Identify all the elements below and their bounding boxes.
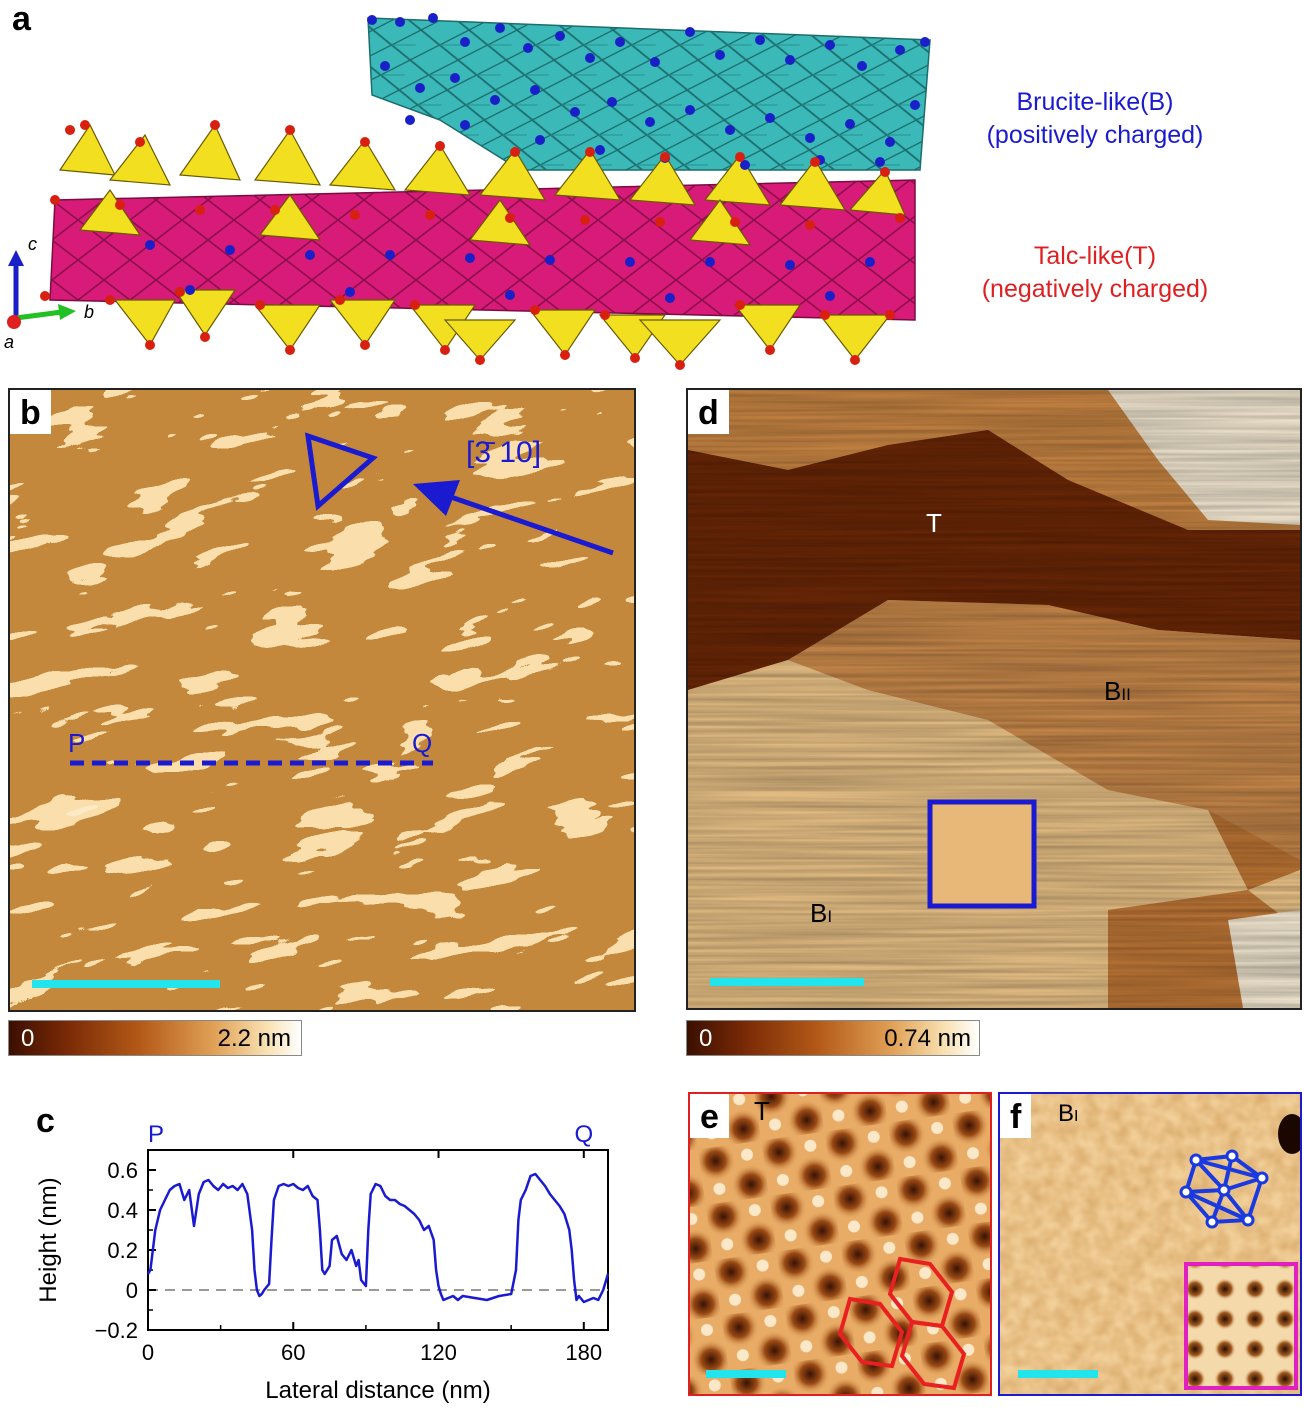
axis-c-label: c: [28, 234, 37, 254]
chart-point-p-label: P: [148, 1121, 164, 1148]
panel-b-afm-image: [8, 388, 636, 1012]
brucite-layer: [367, 17, 931, 171]
talc-lower-tetrahedra: [113, 289, 892, 366]
panel-e-afm-image: [688, 1092, 992, 1396]
x-tick-label: 0: [142, 1340, 154, 1365]
panel-f-afm-image: [998, 1092, 1302, 1396]
panel-b-letter: b: [10, 390, 51, 434]
crystal-axes: [7, 250, 76, 329]
point-q-label: Q: [412, 728, 433, 758]
y-axis-label: Height (nm): [35, 1177, 62, 1302]
panel-f-scalebar: [1018, 1370, 1098, 1378]
panel-f-label-subscript: I: [1074, 1108, 1079, 1125]
talc-octahedral-atoms: [145, 240, 875, 303]
region-t-label: T: [926, 508, 942, 538]
panel-d-colorbar: 0 0.74 nm: [686, 1020, 980, 1056]
talc-sublabel: (negatively charged): [981, 275, 1209, 303]
brucite-sublabel: (positively charged): [986, 121, 1204, 149]
y-tick-label: −0.2: [95, 1318, 138, 1343]
y-tick-label: 0.4: [107, 1198, 138, 1223]
panel-d-inset-box: [927, 799, 1037, 909]
panel-e-lattice: [690, 1094, 990, 1394]
panel-b-colorbar: 0 2.2 nm: [8, 1020, 302, 1056]
axis-b-label: b: [84, 302, 94, 322]
direction-label: [3̄ 10]: [466, 436, 542, 469]
colorbar-d-min: 0: [699, 1025, 713, 1052]
region-bi-label: BI: [810, 898, 832, 929]
region-bii-label: BII: [1104, 676, 1131, 707]
x-tick-label: 180: [565, 1340, 602, 1365]
panel-b-scalebar: [32, 980, 220, 988]
y-tick-label: 0: [126, 1278, 138, 1303]
region-bii-letter: B: [1104, 676, 1122, 706]
talc-label: Talc-like(T): [1033, 242, 1157, 270]
panel-d-topography: [688, 390, 1300, 1008]
panel-b-topography: [10, 390, 634, 1010]
panel-e-letter: e: [690, 1094, 729, 1138]
hexagonal-unit-atoms: [1179, 1149, 1269, 1229]
talc-atoms: [40, 120, 905, 370]
panel-b-overlay: [70, 432, 614, 766]
brucite-label-block: Brucite-like(B) (positively charged): [950, 86, 1240, 152]
talc-upper-tetrahedra: [58, 123, 906, 246]
axis-a-label: a: [4, 332, 14, 352]
direction-arrow: [447, 493, 614, 556]
panel-d-scalebar: [710, 978, 864, 986]
plot-frame: [147, 1149, 609, 1331]
profile-line-series: [146, 1172, 610, 1304]
panel-d-afm-image: [686, 388, 1302, 1010]
panel-d-letter: d: [688, 390, 729, 434]
region-bii-subscript: II: [1121, 685, 1131, 704]
panel-f-letter: f: [1000, 1094, 1032, 1138]
talc-octahedral-layer: [49, 179, 916, 321]
panel-e-scalebar: [706, 1370, 786, 1378]
panel-f-lattice: [1000, 1094, 1300, 1394]
talc-label-block: Talc-like(T) (negatively charged): [950, 240, 1240, 306]
y-tick-label: 0.6: [107, 1158, 138, 1183]
hexagon-overlay: [837, 1256, 967, 1391]
x-tick-label: 120: [420, 1340, 457, 1365]
brucite-atoms: [367, 13, 930, 170]
panel-f-simulation-inset: [1184, 1262, 1298, 1390]
x-axis-label: Lateral distance (nm): [265, 1377, 490, 1404]
brucite-label: Brucite-like(B): [1016, 88, 1174, 116]
chart-point-q-label: Q: [574, 1121, 593, 1148]
panel-f-label-letter: B: [1058, 1100, 1075, 1127]
point-p-label: P: [68, 728, 86, 758]
colorbar-b-max: 2.2 nm: [217, 1025, 291, 1052]
panel-c-letter: c: [36, 1102, 55, 1140]
triangle-marker: [304, 432, 378, 511]
direction-arrowhead: [413, 480, 460, 516]
panel-f-label: BI: [1058, 1100, 1078, 1128]
colorbar-d-max: 0.74 nm: [884, 1025, 971, 1052]
x-tick-label: 60: [281, 1340, 305, 1365]
region-bi-letter: B: [810, 898, 828, 928]
panel-e-label: T: [754, 1096, 770, 1126]
y-tick-label: 0.2: [107, 1238, 138, 1263]
colorbar-b-min: 0: [21, 1025, 35, 1052]
region-bi-subscript: I: [827, 907, 833, 926]
crystal-structure-illustration: c b a: [4, 13, 931, 370]
panel-a-letter: a: [12, 0, 31, 38]
